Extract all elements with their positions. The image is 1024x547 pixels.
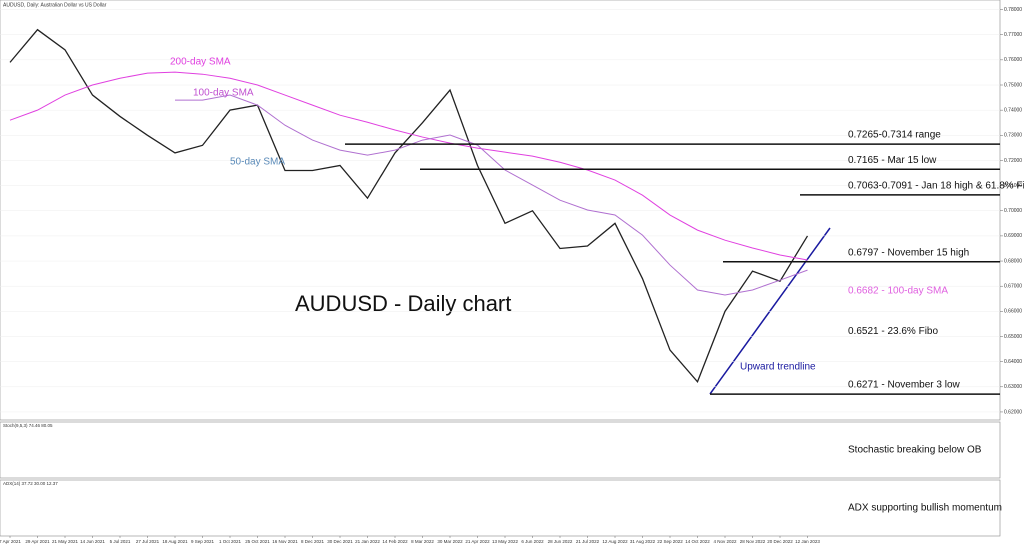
level-label: 0.7265-0.7314 range — [848, 130, 941, 141]
series-label: 100-day SMA — [193, 88, 254, 99]
level-label: 0.6271 - November 3 low — [848, 380, 961, 391]
series-label: 50-day SMA — [230, 157, 285, 168]
y-tick-label: 0.77000 — [1004, 32, 1022, 38]
level-label: 0.7063-0.7091 - Jan 18 high & 61.8% Fibo — [848, 181, 1024, 192]
x-tick-label: 14 Jun 2021 — [80, 539, 105, 544]
x-tick-label: 21 Jan 2022 — [355, 539, 380, 544]
y-tick-label: 0.69000 — [1004, 233, 1022, 239]
x-tick-label: 18 Aug 2021 — [162, 539, 188, 544]
panel-comment: ADX supporting bullish momentum — [848, 503, 1002, 514]
x-tick-label: 30 Mar 2022 — [437, 539, 463, 544]
y-tick-label: 0.63000 — [1004, 384, 1022, 390]
chart-header: AUDUSD, Daily: Australian Dollar vs US D… — [3, 2, 107, 8]
level-label: 0.6521 - 23.6% Fibo — [848, 326, 938, 337]
x-tick-label: 28 Jun 2022 — [548, 539, 573, 544]
x-tick-label: 7 Apr 2021 — [0, 539, 21, 544]
y-tick-label: 0.64000 — [1004, 359, 1022, 365]
y-tick-label: 0.68000 — [1004, 258, 1022, 264]
x-tick-label: 14 Oct 2022 — [685, 539, 710, 544]
x-tick-label: 6 Jun 2022 — [521, 539, 544, 544]
chart-title: AUDUSD - Daily chart — [295, 291, 511, 316]
x-tick-label: 16 Nov 2021 — [272, 539, 298, 544]
panel-header: ADX(14) 37.72 30.00 12.37 — [3, 481, 58, 486]
level-label: 0.6682 - 100-day SMA — [848, 285, 948, 296]
x-tick-label: 5 Jul 2021 — [110, 539, 131, 544]
y-tick-label: 0.70000 — [1004, 208, 1022, 214]
stochastic-panel — [0, 421, 1001, 479]
x-tick-label: 8 Mar 2022 — [411, 539, 434, 544]
panel-comment: Stochastic breaking below OB — [848, 445, 982, 456]
y-tick-label: 0.65000 — [1004, 334, 1022, 340]
x-tick-label: 14 Feb 2022 — [382, 539, 408, 544]
y-tick-label: 0.75000 — [1004, 82, 1022, 88]
x-tick-label: 1 Oct 2021 — [219, 539, 242, 544]
y-tick-label: 0.74000 — [1004, 107, 1022, 113]
y-tick-label: 0.66000 — [1004, 309, 1022, 315]
x-tick-label: 27 Jul 2021 — [136, 539, 160, 544]
x-tick-label: 4 Nov 2022 — [713, 539, 737, 544]
x-tick-label: 20 Dec 2022 — [767, 539, 793, 544]
x-tick-label: 21 Apr 2022 — [465, 539, 490, 544]
x-tick-label: 28 Nov 2022 — [740, 539, 766, 544]
x-tick-label: 21 Jul 2022 — [576, 539, 600, 544]
x-tick-label: 8 Dec 2021 — [301, 539, 325, 544]
level-label: 0.7165 - Mar 15 low — [848, 155, 937, 166]
y-tick-label: 0.73000 — [1004, 133, 1022, 139]
y-tick-label: 0.78000 — [1004, 7, 1022, 13]
x-tick-label: 31 Aug 2022 — [630, 539, 656, 544]
level-label: 0.6797 - November 15 high — [848, 247, 969, 258]
y-tick-label: 0.72000 — [1004, 158, 1022, 164]
x-tick-label: 29 Apr 2021 — [25, 539, 50, 544]
x-tick-label: 25 Oct 2021 — [245, 539, 270, 544]
x-tick-label: 9 Sep 2021 — [191, 539, 215, 544]
series-label: Upward trendline — [740, 362, 816, 373]
main-panel — [0, 0, 1001, 421]
panel-header: Stoch(9,5,3) 74.46 80.05 — [3, 423, 53, 428]
series-label: 200-day SMA — [170, 57, 231, 68]
x-tick-label: 22 Sep 2022 — [657, 539, 683, 544]
y-tick-label: 0.67000 — [1004, 284, 1022, 290]
y-tick-label: 0.71000 — [1004, 183, 1022, 189]
series-line — [9, 28, 809, 384]
trendline — [709, 227, 831, 395]
x-tick-label: 13 May 2022 — [492, 539, 519, 544]
x-tick-label: 12 Aug 2022 — [602, 539, 628, 544]
x-tick-label: 21 May 2021 — [52, 539, 79, 544]
x-tick-label: 30 Dec 2021 — [327, 539, 353, 544]
series-line — [175, 94, 808, 296]
series-line — [9, 71, 808, 261]
y-tick-label: 0.76000 — [1004, 57, 1022, 63]
adx-panel — [0, 479, 1001, 537]
x-tick-label: 12 Jan 2023 — [795, 539, 820, 544]
y-tick-label: 0.62000 — [1004, 409, 1022, 415]
